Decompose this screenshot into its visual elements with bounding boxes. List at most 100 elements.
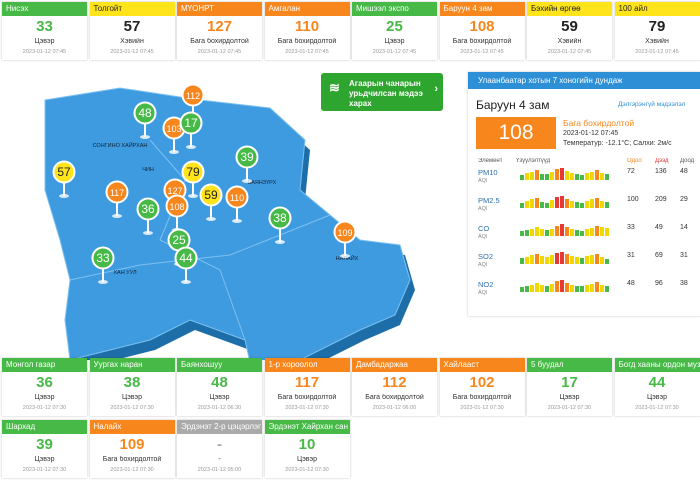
station-time: 2023-01-12 07:45 <box>285 49 329 55</box>
station-value: 109 <box>119 436 145 453</box>
station-card[interactable]: Бэхийн өргөө 59 Хэвийн 2023-01-12 07:45 <box>527 2 612 60</box>
station-name[interactable]: 100 айл <box>614 2 700 16</box>
history-bar <box>540 173 545 180</box>
pollutant-unit: AQI <box>478 290 488 296</box>
pollutant-name: CO <box>478 224 490 233</box>
history-bar <box>605 286 610 292</box>
marker-circle <box>52 160 76 184</box>
station-time: 2023-01-12 07:30 <box>547 405 592 411</box>
station-card[interactable]: 5 буудал 17 Цэвэр 2023-01-12 07:30 <box>527 358 612 416</box>
history-bar <box>605 258 610 264</box>
station-name[interactable]: Дамбадаржаа <box>352 358 437 372</box>
station-name[interactable]: Эрдэнэт Хайрхан сан <box>264 420 350 434</box>
history-bar <box>590 227 595 236</box>
station-value: 59 <box>561 18 578 35</box>
history-bar <box>520 203 525 208</box>
map-marker[interactable]: 112 <box>181 83 205 122</box>
pollutant-name: NO2 <box>478 280 494 289</box>
panel-header[interactable]: Улаанбаатар хотын 7 хоногийн дундаж <box>468 72 700 89</box>
station-value: 108 <box>469 18 495 35</box>
history-bar <box>525 172 530 180</box>
map-marker[interactable]: 36 <box>136 197 160 236</box>
map-marker[interactable]: 109 <box>333 220 357 259</box>
station-card[interactable]: Мишээл экспо 25 Цэвэр 2023-01-12 07:45 <box>352 2 437 60</box>
map-marker[interactable]: 44 <box>174 246 198 285</box>
station-name[interactable]: Толгойт <box>89 2 175 16</box>
history-bar <box>580 286 585 292</box>
map-marker[interactable]: 57 <box>52 160 76 199</box>
history-bar <box>520 231 525 236</box>
station-name[interactable]: Монгол газар <box>2 358 87 372</box>
map-marker[interactable]: 117 <box>105 180 129 219</box>
map-marker[interactable]: 39 <box>235 145 259 184</box>
map-region <box>44 87 411 360</box>
map-marker[interactable]: 79 <box>181 160 205 199</box>
station-card[interactable]: Толгойт 57 Хэвийн 2023-01-12 07:45 <box>89 2 175 60</box>
marker-value: 25 <box>172 233 186 247</box>
station-name[interactable]: Нисэх <box>2 2 87 16</box>
station-name[interactable]: Налайх <box>89 420 175 434</box>
station-card[interactable]: Богд хааны ордон музей 44 Цэвэр 2023-01-12 … <box>614 358 700 416</box>
station-time: 2023-01-12 07:45 <box>110 49 154 55</box>
station-name[interactable]: Хайлааст <box>439 358 525 372</box>
station-card[interactable]: 100 айл 79 Хэвийн 2023-01-12 07:45 <box>614 2 700 60</box>
station-name[interactable]: Уургах наран <box>89 358 175 372</box>
history-bar <box>575 202 580 208</box>
history-bar <box>570 228 575 236</box>
station-card[interactable]: Дамбадаржаа 112 Бага бохирдолтой 2023-01-12… <box>352 358 437 416</box>
station-name[interactable]: Бэхийн өргөө <box>527 2 612 16</box>
value-now: 48 <box>627 280 635 287</box>
station-card[interactable]: Уургах наран 38 Цэвэр 2023-01-12 07:30 <box>89 358 175 416</box>
station-name[interactable]: Баянхошуу <box>177 358 262 372</box>
station-card[interactable]: Баянхошуу 48 Цэвэр 2023-01-12 06:30 <box>177 358 262 416</box>
column-header: Үзүүлэлтүүд <box>516 158 551 164</box>
station-name[interactable]: 1-р хороолол <box>264 358 350 372</box>
station-status: Цэвэр <box>34 394 55 401</box>
station-card[interactable]: Шархад 39 Цэвэр 2023-01-12 07:30 <box>2 420 87 478</box>
station-card[interactable]: Налайх 109 Бага бохирдолтой 2023-01-12 07:3… <box>89 420 175 478</box>
history-bar <box>545 257 550 264</box>
station-card[interactable]: Амгалан 110 Бага бохирдолтой 2023-01-12 07:… <box>264 2 350 60</box>
banner-text[interactable]: Агаарын чанарын урьдчилсан мэдээ харах <box>349 79 423 108</box>
station-name[interactable]: МҮОНРТ <box>177 2 262 16</box>
station-name[interactable]: Баруун 4 зам <box>439 2 525 16</box>
station-card[interactable]: Нисэх 33 Цэвэр 2023-01-12 07:45 <box>2 2 87 60</box>
station-card[interactable]: Эрдэнэт Хайрхан сан 10 Цэвэр 2023-01-12 07:… <box>264 420 350 478</box>
station-status: Цэвэр <box>122 394 142 401</box>
marker-value: 36 <box>141 202 155 216</box>
detail-link[interactable]: Дэлгэрэнгүй мэдээлэл <box>618 101 686 108</box>
map-marker[interactable]: 33 <box>91 246 115 285</box>
station-card[interactable]: МҮОНРТ 127 Бага бохирдолтой 2023-01-12 07:4… <box>177 2 262 60</box>
column-header: Элемент <box>478 158 503 164</box>
map-marker[interactable]: 48 <box>133 101 157 140</box>
station-card[interactable]: Эрдэнэт 2-р цэцэрлэг - - 2023-01-12 05:00 <box>177 420 262 478</box>
map-marker[interactable]: 17 <box>179 111 203 150</box>
station-name[interactable]: 5 буудал <box>527 358 612 372</box>
value-min: 31 <box>680 252 688 259</box>
column-header: Доод <box>680 158 695 164</box>
station-name[interactable]: Богд хааны ордон музей <box>614 358 700 372</box>
station-status: Хэвийн <box>645 38 669 45</box>
map-marker[interactable]: 103 <box>162 116 186 155</box>
station-name[interactable]: Амгалан <box>264 2 350 16</box>
station-name[interactable]: Эрдэнэт 2-р цэцэрлэг <box>177 420 262 434</box>
station-status: Бага бохирдолтой <box>102 456 162 463</box>
map-marker[interactable]: 38 <box>268 206 292 245</box>
column-header: Дээд <box>655 158 669 164</box>
marker-circle <box>181 83 205 107</box>
history-bar <box>555 169 560 180</box>
wind-icon: ≋ <box>329 83 340 93</box>
map-marker[interactable]: 110 <box>225 185 249 224</box>
detail-panel: Улаанбаатар хотын 7 хоногийн дундаж Баруу… <box>468 72 700 316</box>
value-min: 14 <box>680 224 688 231</box>
history-bar <box>575 173 580 180</box>
forecast-banner[interactable]: Агаарын чанарын урьдчилсан мэдээ харах ≋… <box>321 73 443 111</box>
station-name[interactable]: Шархад <box>2 420 87 434</box>
station-card[interactable]: 1-р хороолол 117 Бага бохирдолтой 2023-01-1… <box>264 358 350 416</box>
station-card[interactable]: Хайлааст 102 Бага бохирдолтой 2023-01-12 07… <box>439 358 525 416</box>
station-card[interactable]: Баруун 4 зам 108 Бага бохирдолтой 2023-01-1… <box>439 2 525 60</box>
value-now: 72 <box>627 168 635 175</box>
map-marker[interactable]: 59 <box>199 183 223 222</box>
station-card[interactable]: Монгол газар 36 Цэвэр 2023-01-12 07:30 <box>2 358 87 416</box>
station-name[interactable]: Мишээл экспо <box>352 2 437 16</box>
